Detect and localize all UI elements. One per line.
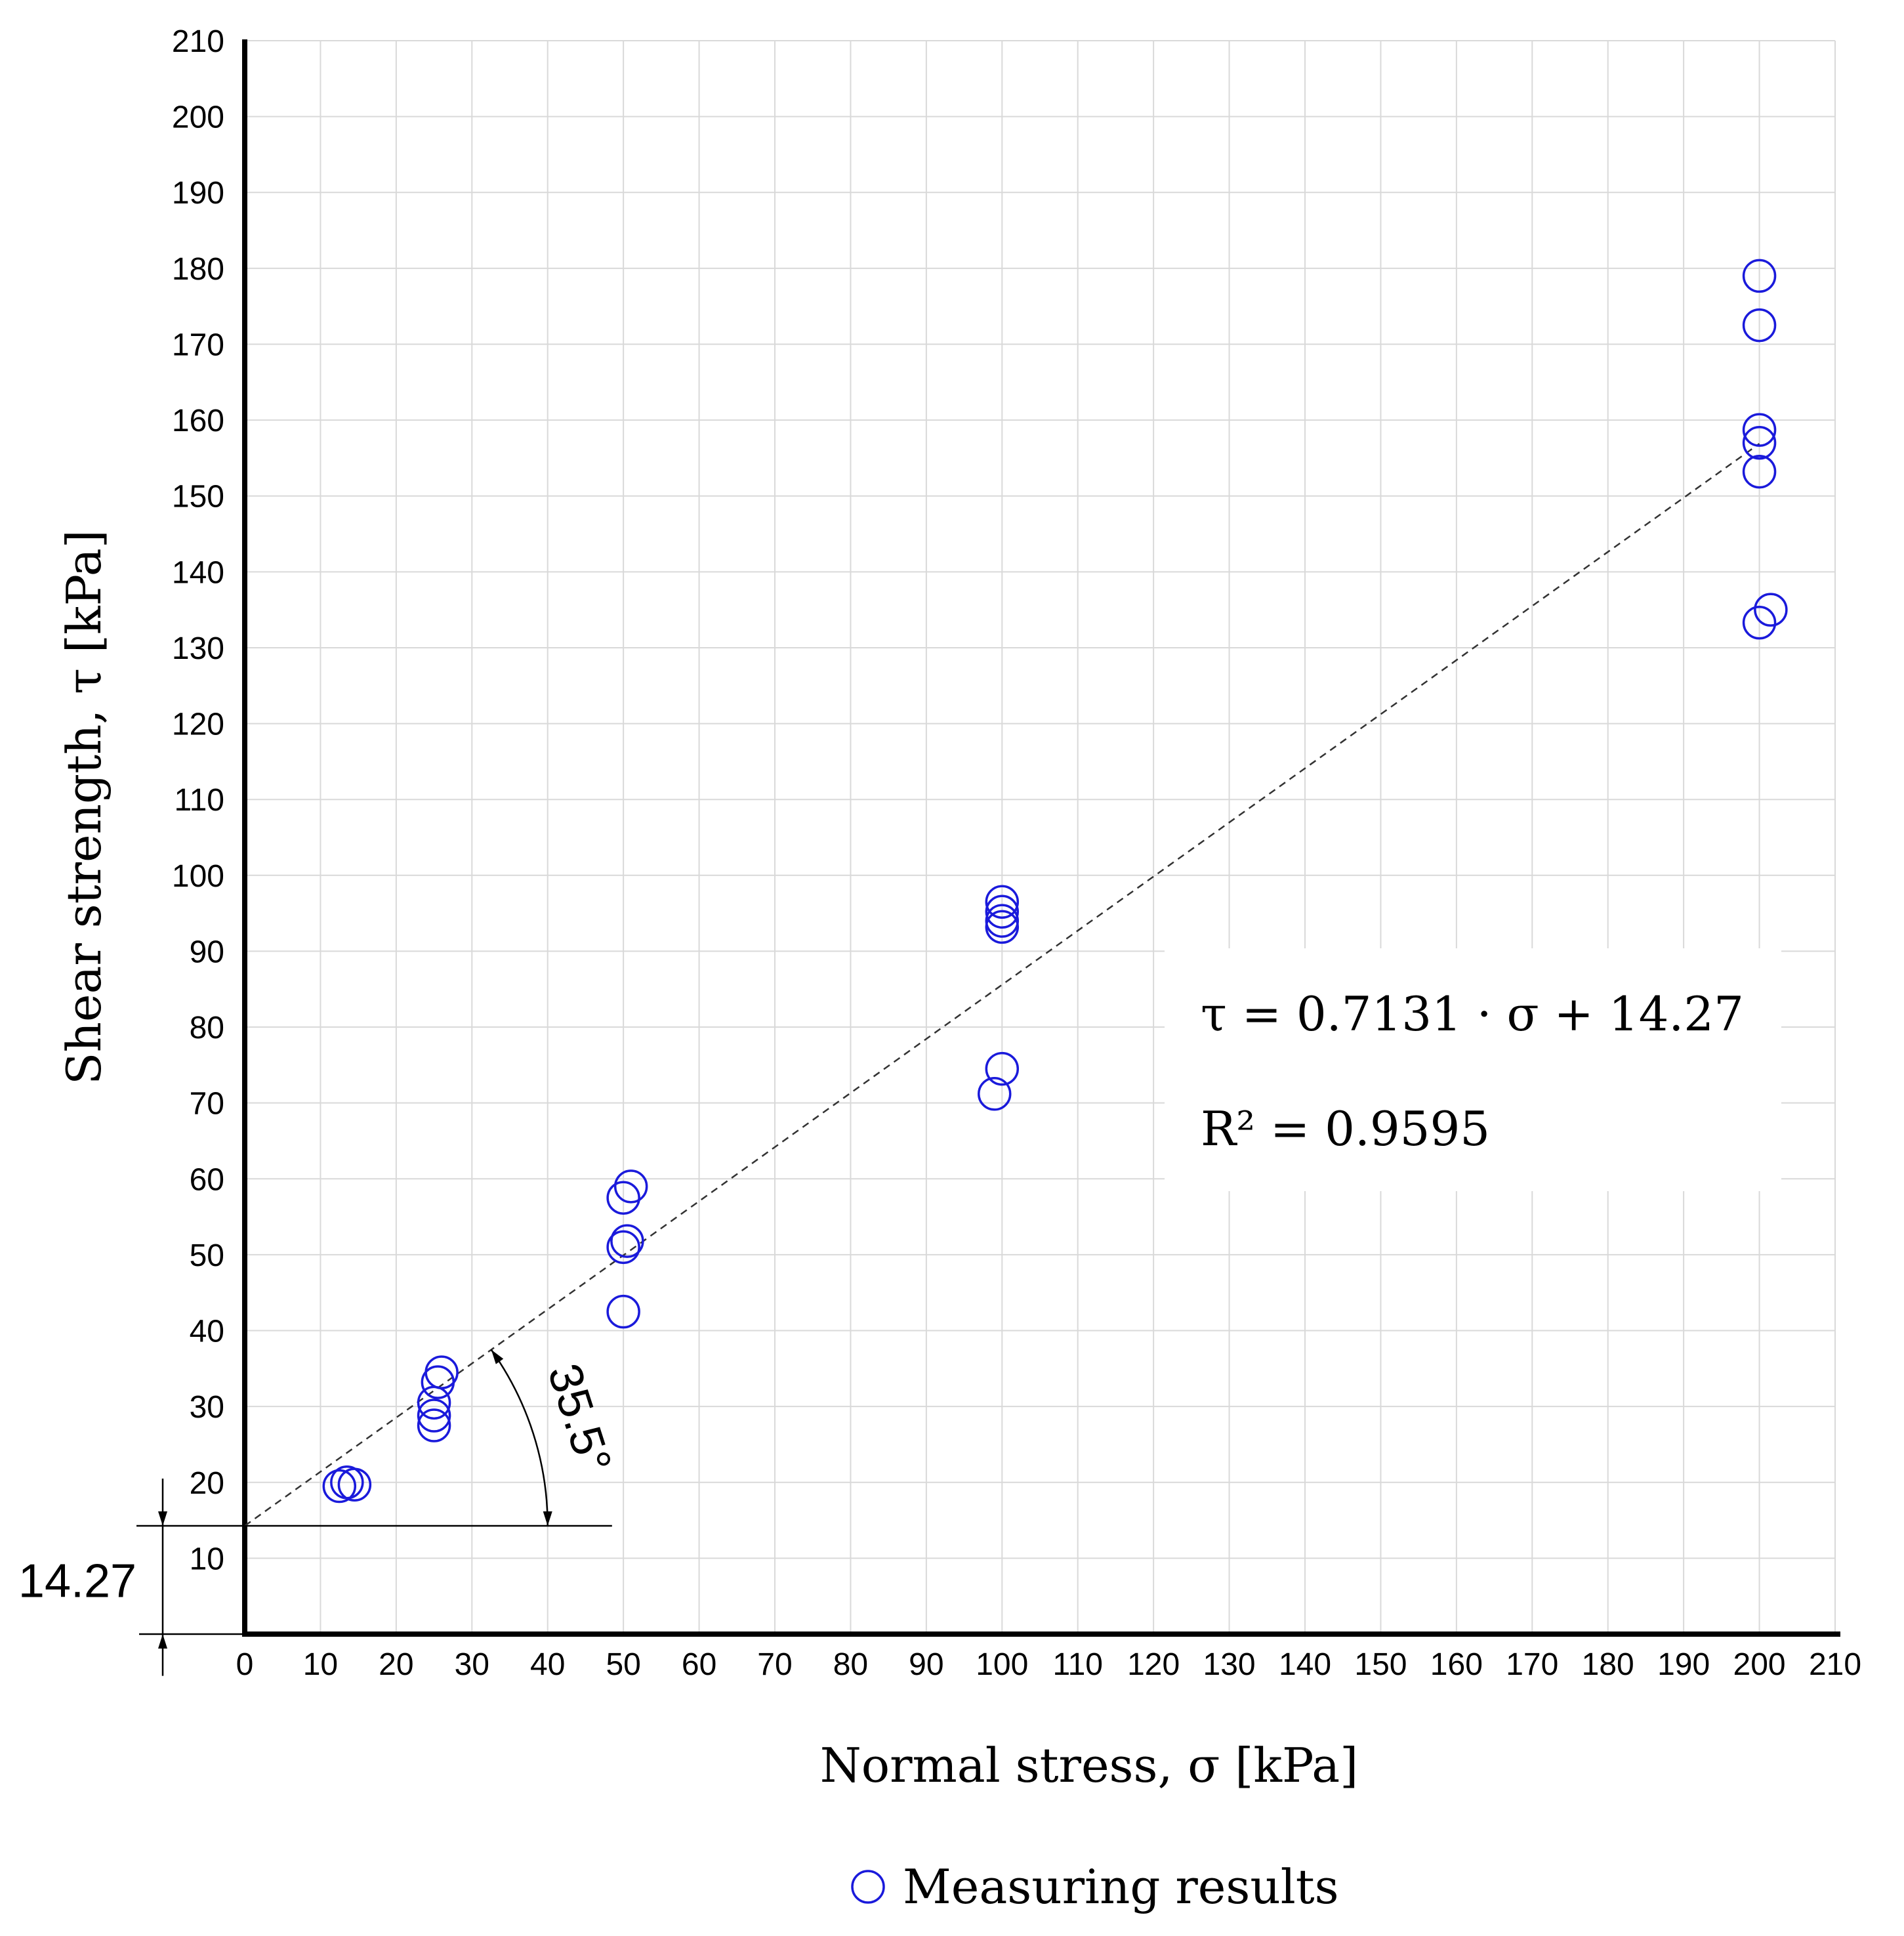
x-tick-label: 180 [1582,1647,1634,1682]
data-points [322,259,1788,1504]
x-tick-labels: 0 10 20 30 40 50 60 70 80 90 100 110 120 130 140 150 160… [236,1647,1861,1682]
data-point [985,1051,1020,1086]
y-tick-label: 40 [190,1315,224,1349]
y-tick-label: 190 [172,176,224,211]
x-tick-label: 100 [976,1647,1028,1682]
data-point [1742,413,1777,447]
data-point [985,904,1020,938]
x-tick-label: 120 [1127,1647,1180,1682]
data-point [337,1467,372,1502]
data-point [610,1224,644,1258]
y-tick-label: 170 [172,327,224,362]
x-tick-label: 80 [833,1647,868,1682]
data-point [606,1181,640,1215]
y-tick-label: 60 [190,1162,224,1197]
x-tick-label: 20 [379,1647,413,1682]
y-tick-label: 10 [190,1542,224,1576]
y-tick-label: 180 [172,252,224,287]
x-tick-label: 90 [909,1647,943,1682]
y-tick-label: 90 [190,935,224,969]
data-point [977,1077,1012,1111]
y-tick-label: 100 [172,859,224,894]
y-tick-label: 70 [190,1087,224,1122]
y-tick-label: 200 [172,100,224,135]
y-tick-labels: 10 20 30 40 50 60 70 80 90 100 110 120 130 140 150 160 1… [172,24,224,1576]
axes [242,39,1840,1637]
x-tick-label: 210 [1809,1647,1861,1682]
y-tick-label: 80 [190,1011,224,1045]
r-squared-label: R² = 0.9595 [1201,1101,1490,1156]
data-point [417,1408,451,1442]
x-tick-label: 40 [530,1647,565,1682]
x-tick-label: 110 [1052,1647,1103,1682]
y-tick-label: 150 [172,480,224,515]
x-tick-label: 140 [1279,1647,1331,1682]
y-tick-label: 50 [190,1238,224,1273]
y-tick-label: 30 [190,1390,224,1425]
data-point [1742,259,1777,293]
data-point [1742,454,1777,489]
y-tick-label: 20 [190,1466,224,1501]
legend-label: Measuring results [903,1859,1339,1914]
data-point [606,1294,640,1329]
data-point [424,1355,459,1389]
x-tick-label: 50 [606,1647,640,1682]
equation-box [1165,948,1781,1191]
data-point [1742,426,1777,460]
x-tick-label: 150 [1354,1647,1407,1682]
x-tick-label: 160 [1430,1647,1483,1682]
y-tick-label: 160 [172,404,224,438]
data-point [1742,606,1777,640]
intercept-value-label: 14.27 [18,1555,136,1608]
regression-line [244,443,1760,1527]
data-point [985,894,1020,929]
data-point [1754,593,1788,627]
y-axis-title: Shear strength, τ [kPa] [56,530,112,1085]
data-point [613,1169,648,1204]
legend-marker [851,1870,885,1904]
grid-lines [245,40,1836,1634]
angle-value-label: 35.5° [537,1358,621,1479]
x-tick-label: 190 [1657,1647,1710,1682]
y-tick-label: 210 [172,24,224,59]
data-point [322,1469,357,1504]
dimension-arrow-bottom [158,1634,167,1649]
y-tick-label: 140 [172,555,224,590]
data-point [606,1230,640,1265]
x-axis-title: Normal stress, σ [kPa] [820,1738,1358,1793]
fit-equation-label: τ = 0.7131 · σ + 14.27 [1201,986,1744,1042]
data-point [417,1399,451,1433]
x-tick-label: 130 [1203,1647,1256,1682]
x-tick-label: 170 [1506,1647,1558,1682]
regression-line-group [244,443,1760,1527]
x-tick-label: 70 [757,1647,792,1682]
angle-arc [490,1349,548,1526]
data-point [417,1385,451,1420]
x-tick-label: 0 [236,1647,254,1682]
x-tick-label: 10 [303,1647,338,1682]
data-point [1742,308,1777,343]
x-tick-label: 200 [1733,1647,1786,1682]
y-tick-label: 130 [172,631,224,666]
y-tick-label: 110 [174,783,224,818]
angle-arrow-top [491,1349,504,1364]
angle-arrow-bottom [543,1511,552,1526]
x-tick-label: 60 [682,1647,716,1682]
data-point [985,885,1020,919]
y-tick-label: 120 [172,707,224,742]
x-tick-label: 30 [455,1647,489,1682]
dimension-arrow-top [158,1511,167,1526]
